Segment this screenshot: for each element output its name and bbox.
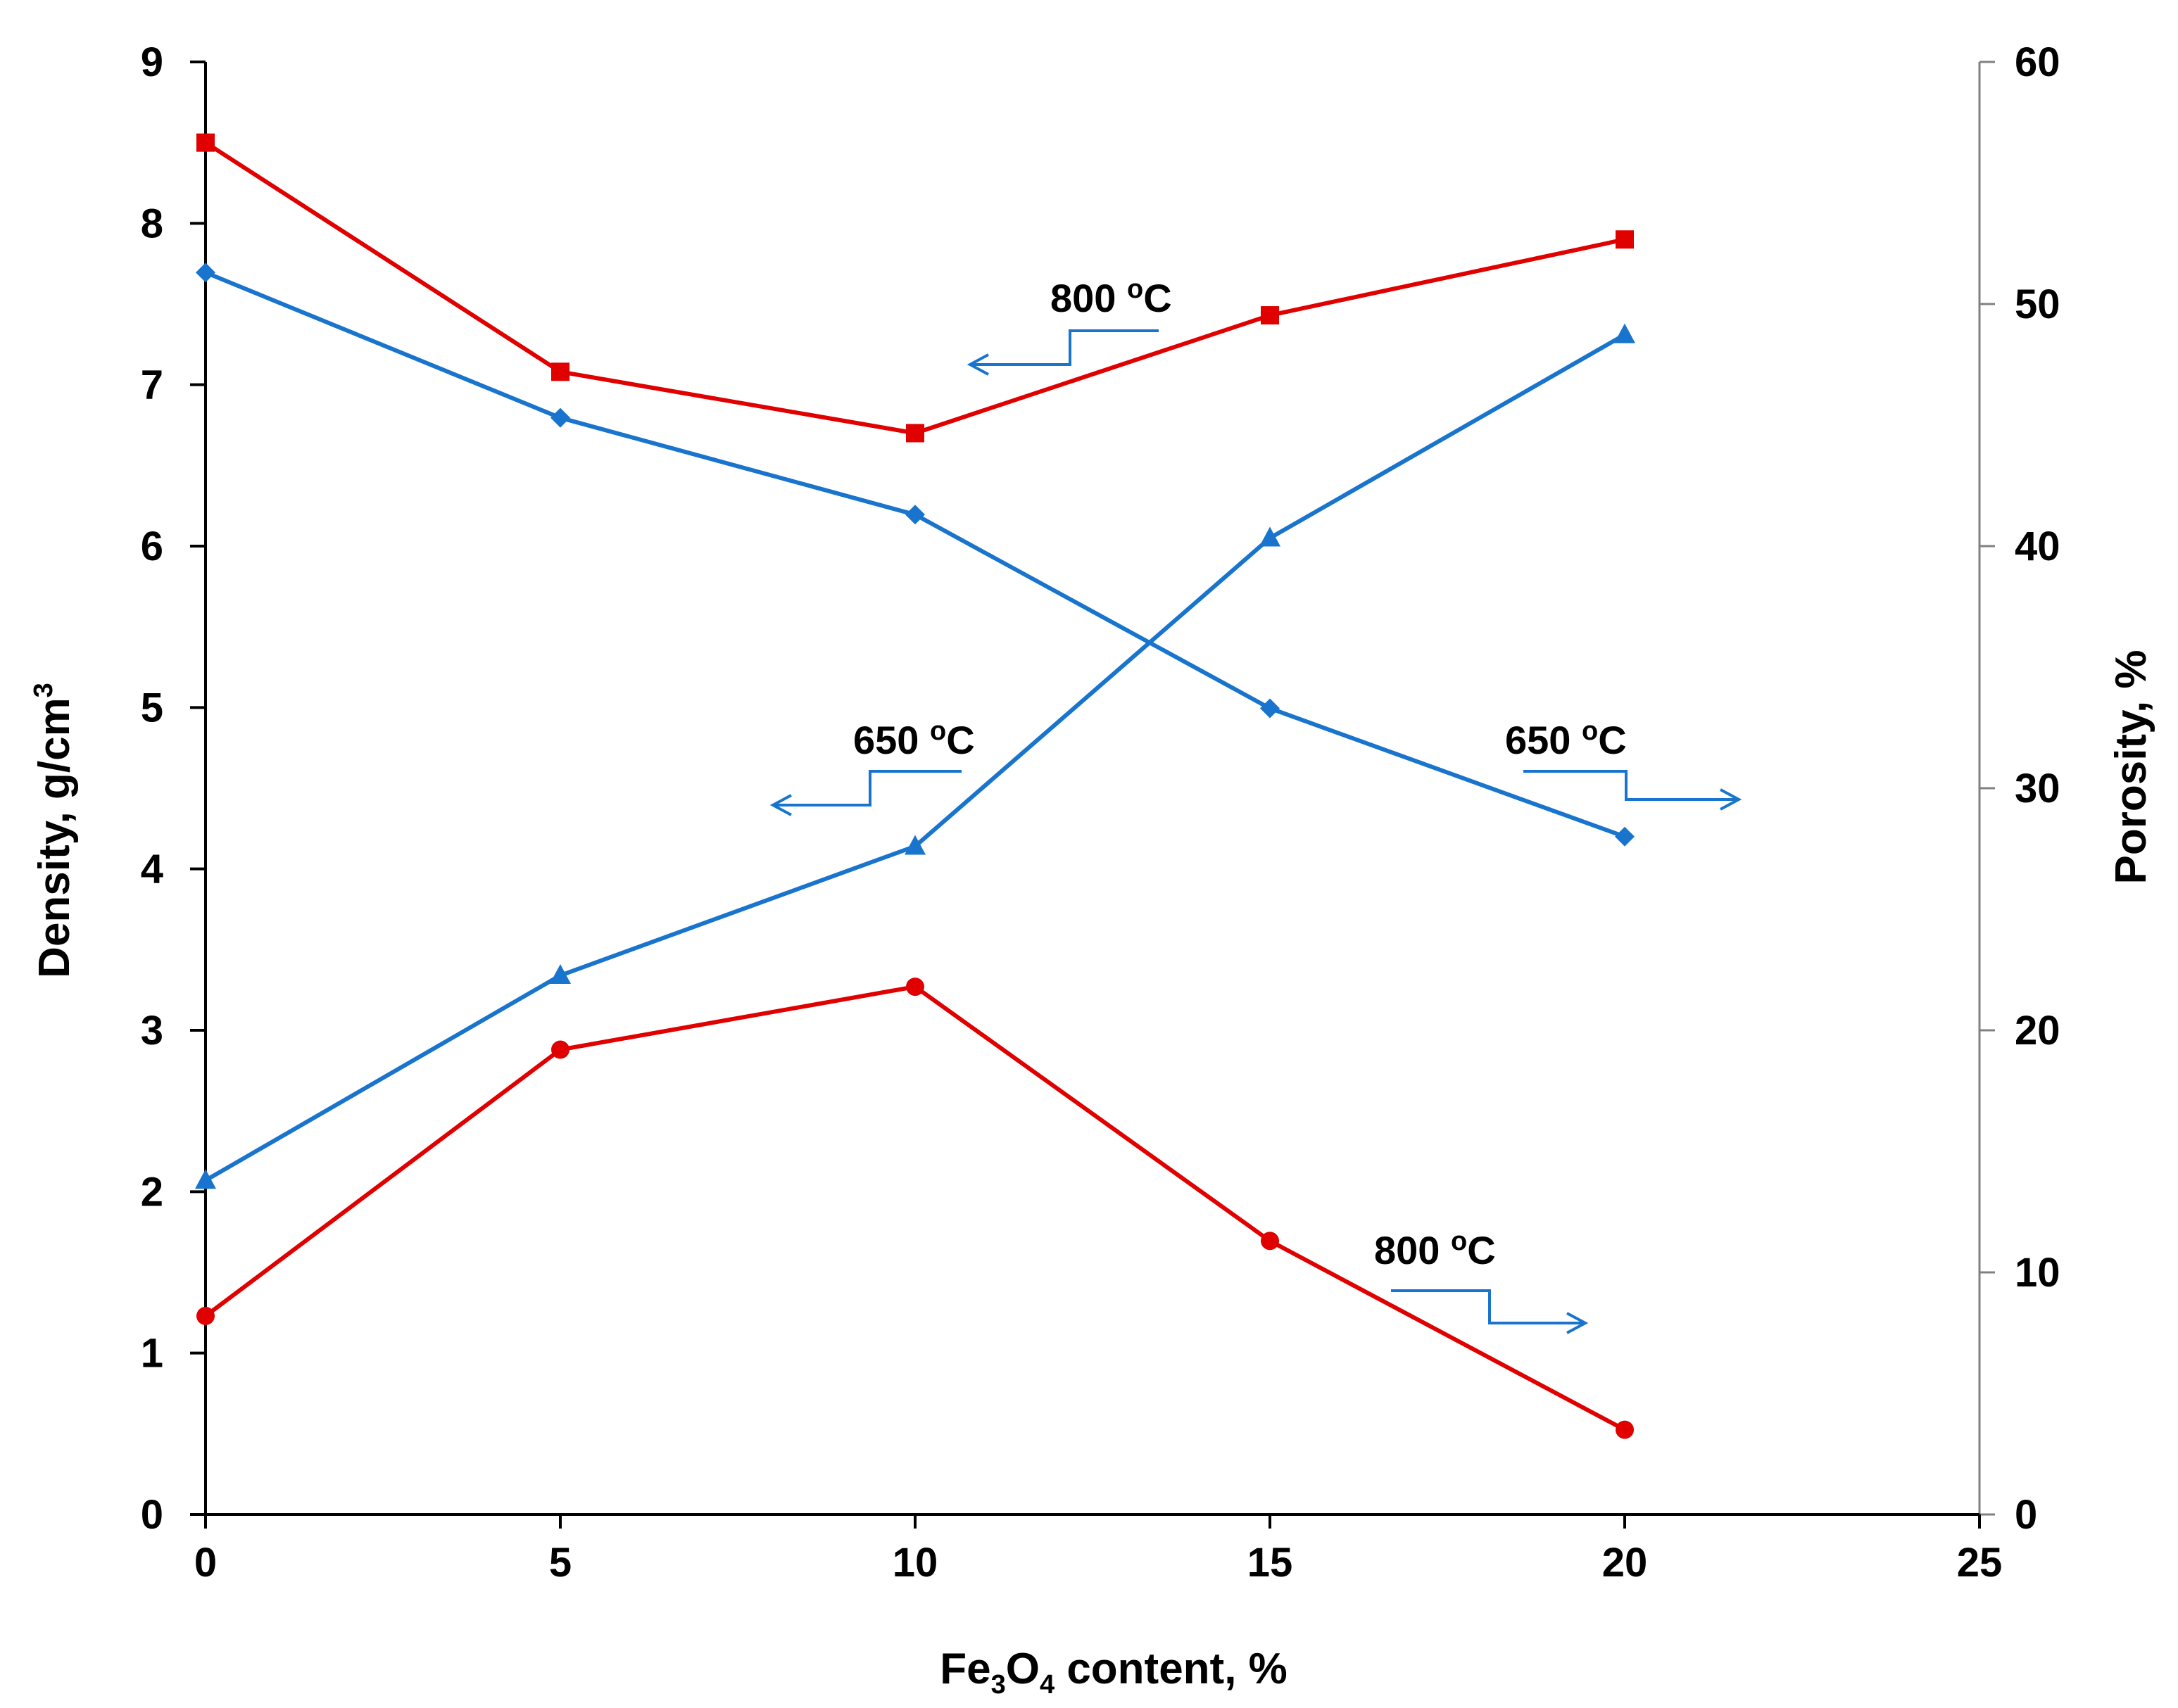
y-right-tick-label: 20 bbox=[2015, 1008, 2060, 1054]
data-point bbox=[1616, 230, 1634, 249]
data-point bbox=[1260, 698, 1280, 719]
annotation-arrow-line bbox=[1523, 770, 1739, 801]
x-tick-label: 10 bbox=[893, 1540, 938, 1586]
y-left-tick-label: 9 bbox=[141, 39, 163, 85]
data-point bbox=[906, 424, 924, 443]
y-right-tick-label: 0 bbox=[2015, 1492, 2037, 1538]
data-point bbox=[1615, 826, 1635, 847]
data-point bbox=[550, 407, 570, 428]
ann-800-density: 800 oC bbox=[967, 274, 1172, 376]
y-right-tick-label: 50 bbox=[2015, 281, 2060, 327]
series-line bbox=[204, 141, 1625, 436]
annotation-arrow-head bbox=[967, 353, 989, 376]
annotation-arrow-head bbox=[1566, 1312, 1589, 1334]
ann-650-density: 650 oC bbox=[769, 716, 975, 816]
annotation-label: 800 oC bbox=[1374, 1227, 1496, 1272]
data-point bbox=[196, 262, 215, 283]
annotation-arrow-line bbox=[1391, 1289, 1585, 1324]
series-density-800-c bbox=[196, 133, 1634, 443]
x-tick-label: 25 bbox=[1957, 1540, 2003, 1586]
y-left-tick-label: 4 bbox=[141, 847, 163, 892]
data-point bbox=[196, 133, 215, 152]
annotations: 800 oC 650 oC 650 oC 800 oC bbox=[769, 274, 1742, 1334]
y-right-tick-label: 40 bbox=[2015, 524, 2060, 569]
data-point bbox=[905, 835, 926, 855]
data-point bbox=[1614, 323, 1635, 343]
data-point bbox=[905, 505, 925, 525]
y-left-tick-label: 6 bbox=[141, 524, 163, 569]
annotation-arrow-head bbox=[1720, 788, 1742, 811]
data-point bbox=[1259, 526, 1280, 547]
y-left-axis-title: Density, g/cm3 bbox=[29, 683, 79, 978]
series-line bbox=[204, 985, 1626, 1432]
x-tick-label: 0 bbox=[194, 1540, 217, 1586]
y-left-tick-label: 7 bbox=[141, 362, 163, 408]
annotation-label: 800 oC bbox=[1050, 274, 1172, 320]
y-left-tick-label: 5 bbox=[141, 685, 163, 730]
y-left-tick-label: 8 bbox=[141, 201, 163, 246]
y-left-tick-label: 2 bbox=[141, 1169, 163, 1215]
annotation-arrow-line bbox=[773, 770, 962, 806]
ann-650-porosity: 650 oC bbox=[1505, 716, 1742, 811]
series-layer bbox=[195, 133, 1635, 1439]
data-point bbox=[196, 1306, 215, 1325]
x-tick-label: 15 bbox=[1247, 1540, 1293, 1586]
y-right-tick-label: 10 bbox=[2015, 1250, 2060, 1296]
ann-800-porosity: 800 oC bbox=[1374, 1227, 1589, 1334]
series-density-650-c bbox=[195, 323, 1635, 1189]
data-point bbox=[551, 1040, 569, 1059]
x-tick-label: 5 bbox=[549, 1540, 572, 1586]
x-axis-title: Fe3O4 content, % bbox=[940, 1645, 1288, 1700]
y-left-tick-label: 3 bbox=[141, 1008, 163, 1054]
x-tick-label: 20 bbox=[1602, 1540, 1648, 1586]
annotation-label: 650 oC bbox=[1505, 716, 1627, 762]
axes: 0 1 2 3 4 5 6 7 8 9 0 10 20 30 40 50 60 0 5 10 15 20 25 Fe3O4 c… bbox=[29, 39, 2155, 1700]
y-right-tick-label: 60 bbox=[2015, 39, 2060, 85]
series-porosity-800-c bbox=[196, 978, 1634, 1439]
data-point bbox=[1616, 1420, 1634, 1439]
y-right-tick-label: 30 bbox=[2015, 766, 2060, 811]
annotation-label: 650 oC bbox=[853, 716, 975, 762]
data-point bbox=[1261, 306, 1279, 325]
annotation-arrow-line bbox=[970, 329, 1159, 366]
data-point bbox=[551, 362, 569, 381]
data-point bbox=[906, 978, 924, 997]
data-point bbox=[195, 1169, 216, 1189]
annotation-arrow-head bbox=[769, 794, 792, 816]
y-left-tick-label: 0 bbox=[141, 1492, 163, 1538]
series-porosity-650-c bbox=[196, 262, 1635, 847]
y-left-tick-label: 1 bbox=[141, 1331, 163, 1377]
data-point bbox=[1261, 1232, 1279, 1251]
y-right-axis-title: Porosity, % bbox=[2107, 650, 2155, 884]
data-point bbox=[550, 964, 571, 985]
